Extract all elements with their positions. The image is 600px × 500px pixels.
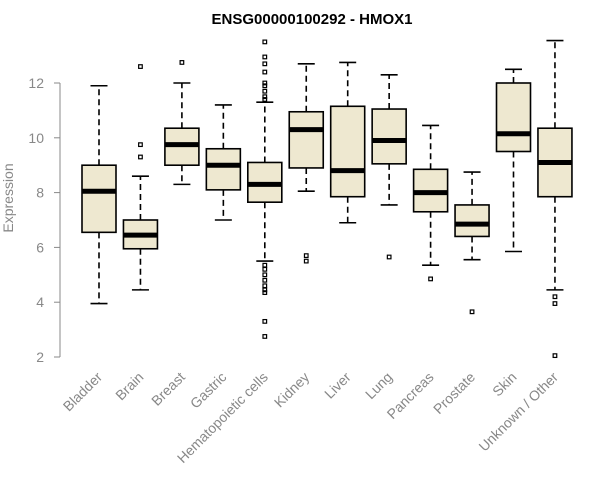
outlier-point [552, 301, 558, 306]
box-1 [122, 64, 159, 291]
outlier-point [386, 254, 392, 260]
outlier-point [262, 318, 268, 324]
box-iqr [329, 105, 366, 198]
outlier-point [262, 54, 268, 60]
box-3 [205, 104, 242, 221]
outlier-point [262, 80, 268, 86]
box-iqr [371, 108, 407, 165]
outlier-point [262, 83, 268, 89]
box-iqr [495, 82, 532, 153]
outlier-point [303, 253, 309, 259]
box-5 [288, 63, 325, 264]
box-10 [495, 68, 532, 253]
box-11 [537, 39, 573, 359]
outlier-point [262, 283, 268, 289]
outlier-point [262, 266, 268, 272]
x-tick-label-6: Liver [321, 369, 354, 402]
outlier-point [303, 258, 309, 264]
x-tick-label-10: Skin [489, 369, 520, 400]
y-tick-label-3: 8 [36, 185, 44, 201]
outlier-point [262, 97, 268, 102]
y-axis-ticks: 2 4 6 8 10 12 [28, 75, 60, 365]
outlier-point [138, 64, 143, 69]
outlier-point [428, 276, 433, 282]
y-tick-label-1: 4 [36, 294, 44, 310]
x-tick-label-1: Brain [112, 369, 146, 403]
outlier-point [552, 353, 558, 359]
outlier-point [552, 294, 558, 300]
box-8 [412, 124, 449, 282]
outlier-point [179, 60, 185, 65]
x-tick-label-9: Prostate [430, 369, 478, 417]
outlier-point [138, 154, 143, 160]
chart-title: ENSG00000100292 - HMOX1 [212, 11, 413, 28]
outlier-point [262, 69, 268, 75]
x-tick-label-2: Breast [148, 369, 188, 409]
y-tick-label-2: 6 [36, 239, 44, 255]
outlier-point [262, 287, 268, 293]
x-tick-label-5: Kidney [271, 369, 313, 411]
box-6 [329, 61, 366, 224]
x-tick-label-11: Unknown / Other [475, 369, 561, 455]
y-tick-label-0: 2 [36, 349, 44, 365]
x-tick-label-0: Bladder [60, 369, 106, 415]
box-9 [454, 171, 490, 315]
y-tick-label-4: 10 [28, 130, 44, 146]
box-iqr [288, 110, 325, 169]
outlier-point [262, 88, 268, 94]
outlier-point [262, 262, 268, 268]
boxes-group [81, 39, 573, 359]
box-iqr [205, 147, 242, 191]
outlier-point [262, 334, 268, 339]
outlier-point [469, 309, 475, 315]
outlier-point [138, 142, 143, 148]
outlier-point [262, 277, 268, 283]
outlier-point [262, 61, 268, 67]
outlier-point [262, 272, 268, 278]
box-iqr [81, 164, 117, 234]
box-2 [164, 60, 200, 186]
box-0 [81, 84, 117, 305]
box-7 [371, 73, 407, 260]
y-axis-label: Expression [0, 163, 16, 232]
outlier-point [262, 290, 268, 296]
y-tick-label-5: 12 [28, 75, 44, 91]
box-4 [247, 39, 283, 339]
outlier-point [262, 94, 268, 100]
box-iqr [454, 204, 490, 238]
outlier-point [262, 39, 268, 45]
x-tick-label-7: Lung [362, 369, 395, 402]
